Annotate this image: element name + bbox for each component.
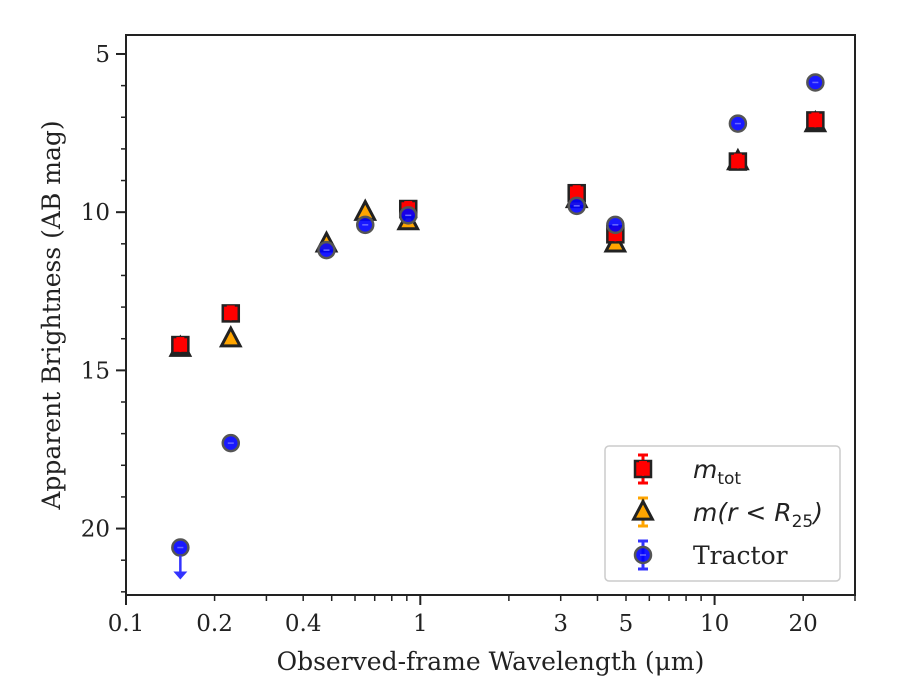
series-circle [171,73,825,580]
legend-label: Tractor [693,541,788,570]
legend-label: mtot [693,455,741,489]
x-axis-label: Observed-frame Wavelength (μm) [277,647,705,676]
x-tick-label: 1 [413,611,428,637]
series-triangle [168,109,828,357]
x-tick-label: 10 [700,611,729,637]
x-axis: 0.1 0.2 0.4 1 3 5 10 20 [108,595,856,637]
x-tick-label: 0.4 [285,611,322,637]
legend-box [604,445,841,582]
legend-label: m(r < R25) [693,498,823,532]
y-axis: 5 10 15 20 [81,42,126,593]
y-axis-label: Apparent Brightness (AB mag) [37,120,66,510]
x-tick-label: 0.1 [108,611,145,637]
legend-entry: Tractor [633,539,788,571]
legend-marker-triangle [631,498,655,521]
x-tick-label: 3 [553,611,568,637]
legend-entry: m(r < R25) [631,496,823,532]
upper-limit-arrow-head [173,571,188,580]
y-tick-label: 10 [81,200,110,226]
plot-frame [125,34,856,596]
y-tick-label: 5 [95,42,110,68]
x-tick-label: 20 [789,611,818,637]
y-tick-label: 15 [81,358,110,384]
plot-marks [168,73,828,580]
x-tick-label: 5 [619,611,634,637]
legend-entry: mtot [633,453,741,489]
y-tick-label: 20 [81,517,110,543]
series-square [171,111,825,355]
x-tick-label: 0.2 [196,611,233,637]
data-point-triangle [218,324,243,348]
legend: mtot m(r < R25) Tractor [604,445,841,582]
